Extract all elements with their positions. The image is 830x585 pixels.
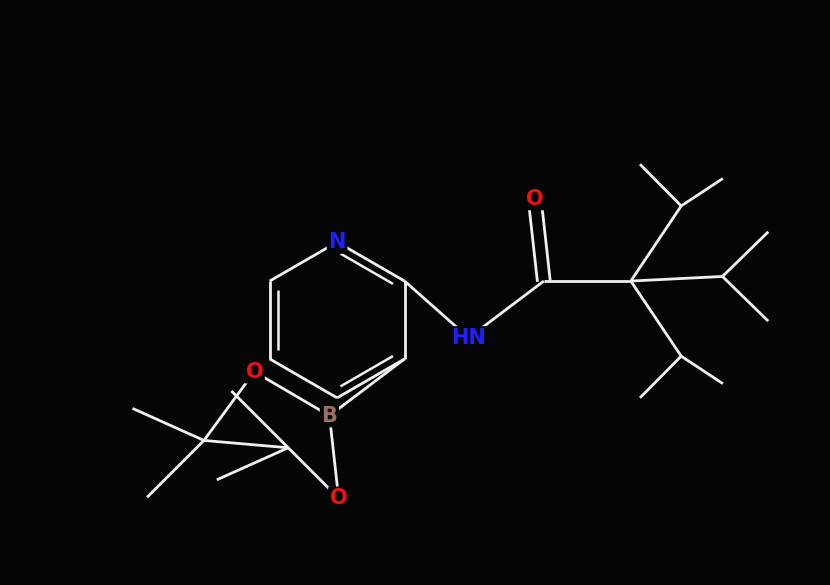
Text: O: O [330,488,348,508]
Text: B: B [321,406,337,426]
Text: O: O [246,362,263,382]
Text: N: N [329,232,346,252]
Text: O: O [526,188,544,209]
Text: HN: HN [452,328,486,348]
